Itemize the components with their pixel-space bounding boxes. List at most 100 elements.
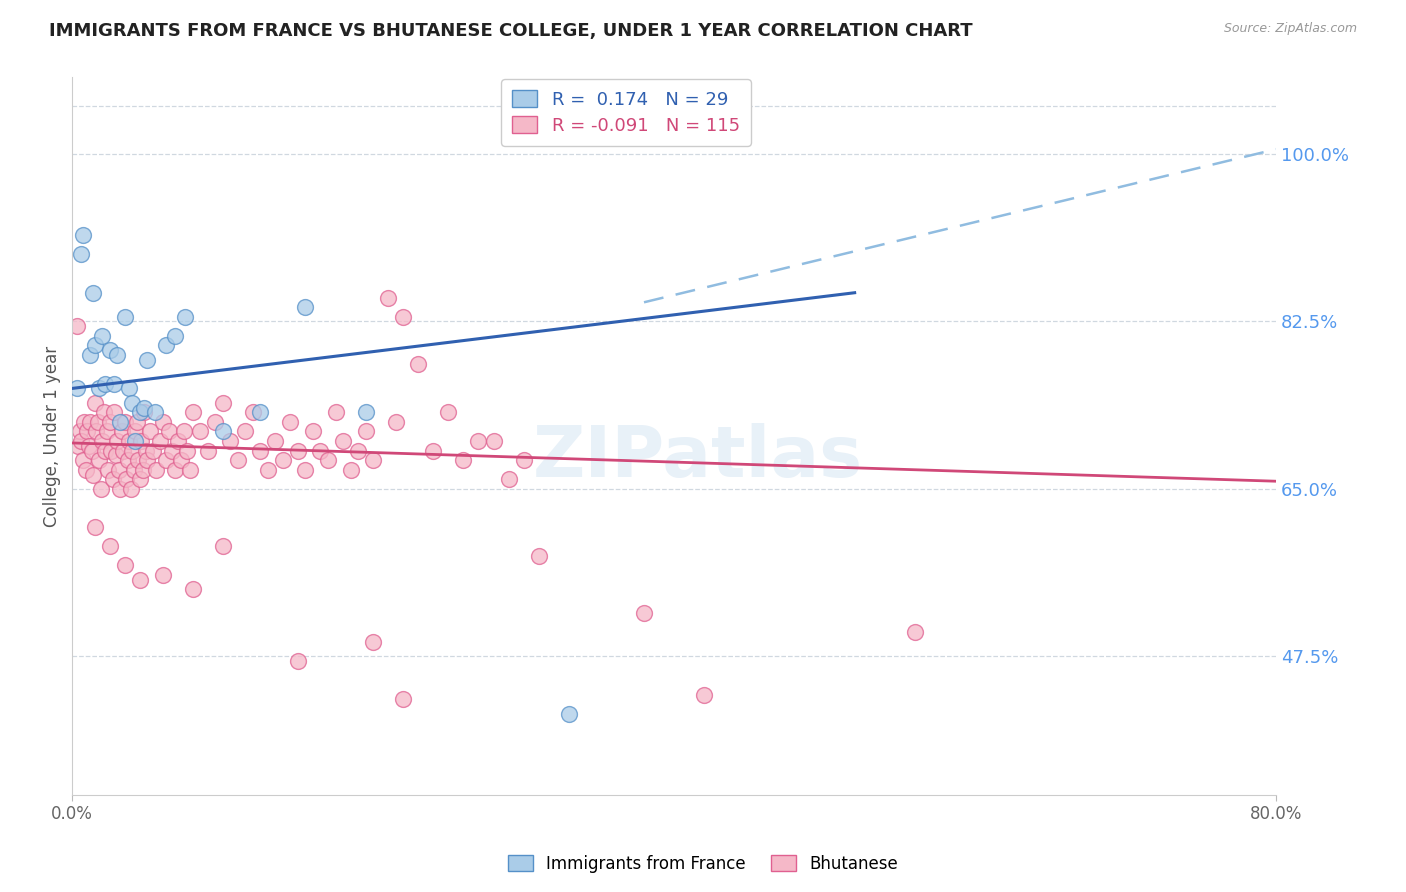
Point bbox=[129, 573, 152, 587]
Point bbox=[422, 443, 444, 458]
Point bbox=[211, 425, 233, 439]
Point bbox=[94, 376, 117, 391]
Point bbox=[134, 401, 156, 415]
Point bbox=[294, 463, 316, 477]
Point bbox=[157, 425, 180, 439]
Point bbox=[271, 453, 294, 467]
Point bbox=[142, 443, 165, 458]
Point bbox=[131, 434, 153, 448]
Point bbox=[129, 405, 152, 419]
Point bbox=[264, 434, 287, 448]
Point bbox=[242, 405, 264, 419]
Point bbox=[98, 343, 121, 358]
Point bbox=[211, 539, 233, 553]
Point bbox=[83, 396, 105, 410]
Point bbox=[75, 463, 97, 477]
Point bbox=[101, 472, 124, 486]
Point bbox=[145, 463, 167, 477]
Point bbox=[134, 405, 156, 419]
Point bbox=[111, 425, 134, 439]
Point bbox=[91, 434, 114, 448]
Y-axis label: College, Under 1 year: College, Under 1 year bbox=[44, 346, 60, 527]
Point bbox=[287, 443, 309, 458]
Point bbox=[121, 396, 143, 410]
Point bbox=[347, 443, 370, 458]
Point bbox=[69, 425, 91, 439]
Point bbox=[136, 352, 159, 367]
Point bbox=[163, 463, 186, 477]
Point bbox=[163, 328, 186, 343]
Point bbox=[280, 415, 302, 429]
Point bbox=[112, 443, 135, 458]
Point bbox=[152, 415, 174, 429]
Point bbox=[114, 310, 136, 324]
Point bbox=[135, 443, 157, 458]
Point bbox=[132, 463, 155, 477]
Point bbox=[139, 425, 162, 439]
Point bbox=[316, 453, 339, 467]
Point bbox=[82, 285, 104, 300]
Point bbox=[226, 453, 249, 467]
Point bbox=[181, 405, 204, 419]
Point bbox=[498, 472, 520, 486]
Point bbox=[100, 443, 122, 458]
Text: Source: ZipAtlas.com: Source: ZipAtlas.com bbox=[1223, 22, 1357, 36]
Point bbox=[105, 434, 128, 448]
Point bbox=[527, 549, 550, 563]
Point bbox=[83, 520, 105, 534]
Point bbox=[354, 405, 377, 419]
Point bbox=[453, 453, 475, 467]
Point bbox=[169, 453, 191, 467]
Point bbox=[121, 443, 143, 458]
Point bbox=[87, 415, 110, 429]
Point bbox=[166, 434, 188, 448]
Point bbox=[124, 425, 146, 439]
Point bbox=[339, 463, 361, 477]
Point bbox=[309, 443, 332, 458]
Point bbox=[482, 434, 505, 448]
Point bbox=[174, 310, 197, 324]
Point bbox=[136, 453, 159, 467]
Point bbox=[97, 463, 120, 477]
Point bbox=[115, 472, 138, 486]
Point bbox=[179, 463, 201, 477]
Point bbox=[118, 381, 141, 395]
Point bbox=[155, 453, 177, 467]
Point bbox=[104, 449, 127, 463]
Point bbox=[361, 453, 384, 467]
Point bbox=[148, 434, 170, 448]
Point bbox=[332, 434, 354, 448]
Point bbox=[110, 415, 132, 429]
Point bbox=[76, 425, 98, 439]
Point bbox=[125, 415, 148, 429]
Point bbox=[79, 348, 101, 362]
Point bbox=[66, 381, 89, 395]
Point bbox=[79, 415, 101, 429]
Point bbox=[188, 425, 211, 439]
Point bbox=[181, 582, 204, 597]
Point bbox=[90, 482, 112, 496]
Point bbox=[354, 425, 377, 439]
Point bbox=[118, 434, 141, 448]
Point bbox=[558, 706, 581, 721]
Point bbox=[127, 453, 149, 467]
Point bbox=[89, 381, 111, 395]
Point bbox=[633, 607, 655, 621]
Point bbox=[77, 439, 100, 453]
Point bbox=[361, 635, 384, 649]
Point bbox=[105, 348, 128, 362]
Point bbox=[129, 472, 152, 486]
Point bbox=[143, 405, 166, 419]
Point bbox=[249, 405, 271, 419]
Point bbox=[82, 467, 104, 482]
Text: ZIPatlas: ZIPatlas bbox=[533, 424, 863, 492]
Point bbox=[72, 228, 94, 243]
Point bbox=[98, 415, 121, 429]
Point bbox=[904, 625, 927, 640]
Point bbox=[512, 453, 534, 467]
Point bbox=[98, 539, 121, 553]
Point bbox=[120, 482, 142, 496]
Point bbox=[384, 415, 406, 429]
Point bbox=[233, 425, 256, 439]
Point bbox=[83, 338, 105, 352]
